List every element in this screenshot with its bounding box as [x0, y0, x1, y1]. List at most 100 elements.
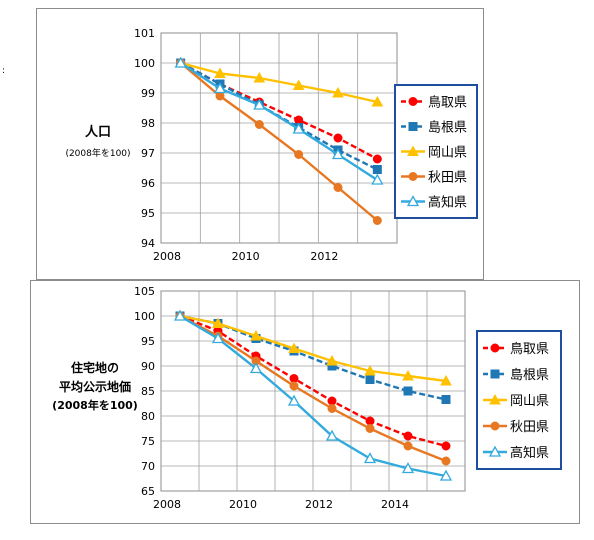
data-point: [441, 441, 451, 451]
data-point: [211, 332, 225, 344]
series-line: [179, 314, 447, 463]
legend-label: 岡山県: [428, 146, 467, 161]
legend-marker: [490, 343, 500, 353]
legend-marker: [408, 97, 418, 106]
data-point: [371, 95, 384, 107]
data-point: [332, 86, 344, 98]
legend-label: 鳥取県: [428, 96, 467, 111]
legend-marker: [408, 172, 418, 181]
x-tick-label: 2012: [310, 250, 338, 263]
data-point: [403, 386, 413, 396]
data-point: [331, 148, 345, 160]
data-point: [365, 375, 375, 384]
legend-marker: [406, 195, 420, 207]
legend-label: 岡山県: [510, 394, 549, 409]
land-price-y-note: (2008年を100): [52, 399, 138, 412]
legend-label: 島根県: [428, 121, 467, 136]
legend-marker: [489, 393, 501, 405]
population-y-label: 人口: [84, 125, 111, 140]
y-tick-label: 105: [134, 285, 155, 298]
y-tick-label: 85: [141, 385, 155, 398]
data-point: [250, 329, 262, 341]
land-price-y-label-line1: 住宅地の: [70, 361, 119, 375]
series-5: [173, 309, 453, 481]
data-point: [253, 98, 266, 110]
legend-marker: [407, 145, 419, 156]
data-point: [441, 456, 451, 466]
data-point: [173, 309, 187, 321]
data-point: [212, 317, 224, 328]
series-line: [180, 61, 378, 104]
land-price-chart: 65 70 75 80 85 90 95 100 105 2008 2010 2012 2014 鳥取県島…: [134, 285, 562, 511]
data-point: [294, 150, 304, 159]
data-point: [333, 133, 343, 143]
legend-label: 秋田県: [510, 420, 549, 435]
legend-label: 高知県: [510, 445, 549, 461]
legend-box: [394, 84, 478, 219]
y-tick-label: 95: [141, 207, 155, 220]
data-point: [289, 381, 299, 391]
y-tick-label: 80: [141, 410, 155, 423]
data-point: [403, 441, 413, 451]
x-tick-label: 2008: [153, 498, 181, 511]
data-point: [441, 395, 451, 404]
data-point: [327, 396, 337, 406]
y-tick-label: 96: [141, 177, 155, 190]
data-point: [288, 342, 300, 353]
data-point: [364, 364, 376, 376]
series-line: [179, 62, 379, 222]
legend-marker: [408, 122, 418, 131]
legend-marker: [490, 421, 500, 431]
legend-label: 鳥取県: [510, 342, 549, 357]
y-tick-label: 100: [134, 57, 155, 70]
data-point: [372, 165, 382, 174]
y-tick-label: 98: [141, 117, 155, 130]
y-tick-label: 70: [141, 460, 155, 473]
legend-label: 秋田県: [428, 171, 467, 186]
data-point: [363, 452, 377, 464]
data-point: [249, 362, 263, 374]
data-point: [254, 120, 264, 129]
y-tick-label: 100: [134, 310, 155, 323]
data-point: [174, 56, 187, 68]
x-tick-label: 2012: [305, 498, 333, 511]
series-line: [179, 314, 447, 478]
data-point: [333, 183, 343, 192]
series-line: [179, 314, 447, 448]
x-tick-label: 2010: [229, 498, 257, 511]
series-line: [180, 61, 378, 182]
data-point: [213, 82, 227, 94]
data-point: [289, 374, 299, 383]
legend-marker: [488, 445, 502, 457]
data-point: [402, 369, 414, 381]
y-tick-label: 94: [141, 237, 155, 250]
x-tick-label: 2010: [232, 250, 260, 263]
y-tick-label: 95: [141, 335, 155, 348]
y-tick-label: 65: [141, 485, 155, 498]
series-5: [174, 56, 384, 185]
x-tick-label: 2014: [381, 498, 409, 511]
y-tick-label: 90: [141, 360, 155, 373]
data-point: [327, 404, 337, 413]
series-line: [179, 314, 447, 383]
legend-label: 高知県: [428, 195, 467, 211]
y-tick-label: 97: [141, 147, 155, 160]
data-point: [372, 216, 382, 225]
data-point: [365, 416, 375, 426]
data-point: [403, 431, 413, 441]
stray-mark: :: [2, 66, 6, 76]
population-y-note: (2008年を100): [65, 149, 131, 159]
legend-marker: [490, 369, 500, 379]
data-point: [372, 154, 382, 164]
data-point: [325, 429, 339, 441]
data-point: [287, 394, 301, 406]
data-point: [214, 67, 226, 78]
x-tick-label: 2008: [153, 250, 181, 263]
y-tick-label: 101: [134, 27, 155, 40]
y-tick-label: 75: [141, 435, 155, 448]
data-point: [440, 374, 452, 386]
data-point: [253, 71, 266, 83]
land-price-y-label-line2: 平均公示地価: [58, 380, 131, 394]
